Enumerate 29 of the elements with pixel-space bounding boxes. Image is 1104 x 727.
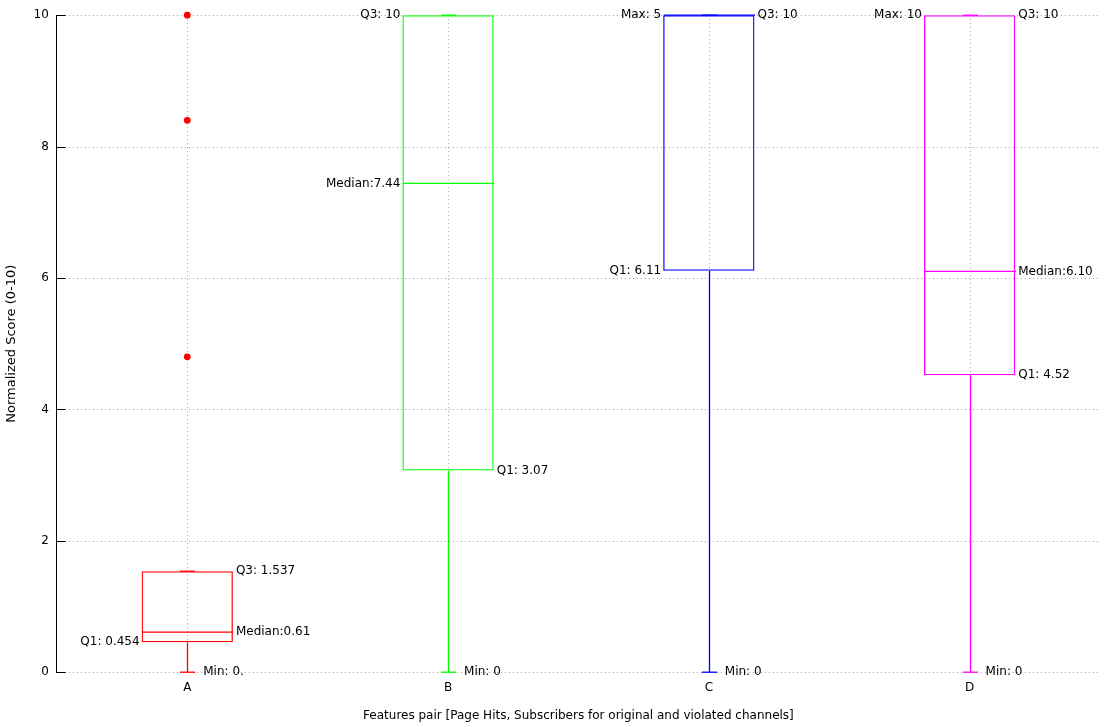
annotation: Q1: 3.07 (496, 462, 549, 477)
annotation: Q3: 1.537 (235, 563, 296, 578)
y-tick-label: 10 (33, 7, 49, 22)
annotation: Median:6.10 (1018, 263, 1093, 278)
annotation: Q3: 10 (757, 7, 798, 22)
annotation: Max: 10 (874, 7, 922, 22)
annotation: Median:7.44 (325, 175, 401, 190)
x-axis-title: Features pair [Page Hits, Subscribers for original and violated channels] (363, 707, 794, 722)
x-tick-label: D (964, 679, 975, 694)
x-tick-label: A (183, 679, 193, 694)
annotation: Q1: 6.11 (609, 262, 662, 277)
annotation: Q1: 4.52 (1018, 367, 1070, 382)
annotation: Min: 0. (203, 664, 244, 679)
y-tick-label: 6 (41, 270, 49, 285)
y-tick-label: 0 (41, 664, 49, 679)
y-axis-title: Normalized Score (0-10) (3, 264, 19, 423)
annotation: Q3: 10 (360, 7, 401, 22)
annotation: Min: 0 (985, 664, 1023, 679)
y-tick-label: 2 (41, 532, 49, 547)
annotation: Q1: 0.454 (80, 634, 140, 649)
y-tick-label: 8 (41, 138, 49, 153)
annotation: Min: 0 (464, 664, 501, 679)
annotation: Max: 5 (620, 7, 662, 22)
annotation: Min: 0 (724, 664, 762, 679)
annotation: Q3: 10 (1018, 7, 1059, 22)
annotation: Median:0.61 (235, 624, 311, 639)
x-tick-label: C (704, 679, 714, 694)
x-tick-label: B (443, 679, 453, 694)
y-tick-label: 4 (41, 401, 49, 416)
